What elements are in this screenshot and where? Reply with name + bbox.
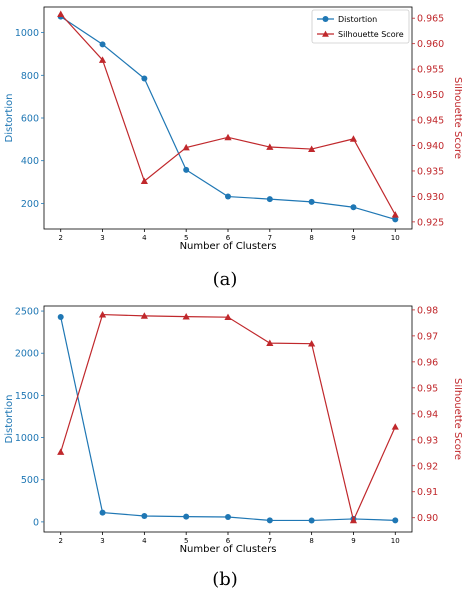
left-y-tick-label: 500	[21, 475, 39, 486]
silhouette-point	[391, 423, 399, 430]
silhouette-point	[308, 340, 316, 347]
silhouette-point	[57, 10, 65, 18]
distortion-point	[225, 513, 231, 520]
x-tick-label: 6	[226, 537, 231, 545]
right-y-tick-label: 0.965	[417, 14, 444, 25]
distortion-point	[99, 509, 106, 516]
x-tick-label: 5	[184, 537, 188, 545]
distortion-point	[308, 517, 315, 524]
right-y-tick-label: 0.955	[417, 65, 444, 76]
legend-label: Distortion	[338, 15, 377, 24]
silhouette-point	[224, 313, 232, 321]
distortion-point	[57, 313, 64, 320]
right-y-tick-label: 0.93	[417, 435, 438, 446]
x-tick-label: 3	[100, 234, 104, 242]
silhouette-point	[140, 312, 148, 319]
left-y-tick-label: 1000	[15, 28, 39, 39]
x-tick-label: 8	[309, 537, 313, 545]
x-tick-label: 3	[100, 537, 104, 545]
x-tick-label: 7	[268, 537, 272, 545]
right-y-tick-label: 0.91	[417, 487, 438, 498]
right-y-tick-label: 0.90	[417, 513, 438, 524]
x-tick-label: 2	[58, 234, 62, 242]
x-axis-label: Number of Clusters	[180, 544, 277, 555]
left-y-tick-label: 1500	[15, 391, 39, 402]
silhouette-point	[308, 145, 316, 152]
left-y-tick-label: 600	[21, 114, 39, 125]
distortion-point	[141, 75, 148, 82]
right-y-tick-label: 0.945	[417, 116, 444, 127]
left-y-tick-label: 0	[33, 517, 39, 528]
legend-triangle-marker	[322, 30, 329, 37]
right-y-tick-label: 0.92	[417, 461, 438, 472]
right-y-tick-label: 0.97	[417, 331, 438, 342]
right-y-axis-label: Silhouette Score	[452, 378, 462, 460]
distortion-point	[99, 41, 106, 48]
distortion-point	[392, 216, 399, 223]
silhouette-point	[391, 211, 399, 218]
right-y-tick-label: 0.925	[417, 217, 444, 228]
distortion-point	[225, 193, 231, 200]
silhouette-point	[98, 56, 107, 63]
silhouette-point	[98, 310, 107, 318]
silhouette-point	[182, 313, 190, 320]
x-tick-label: 9	[351, 537, 355, 545]
distortion-point	[266, 517, 273, 524]
panel-caption: (b)	[212, 569, 238, 590]
left-y-axis-label: Distortion	[4, 94, 15, 143]
x-tick-label: 5	[184, 234, 188, 242]
chart-panel-b: 2 3 4 5 6 7 8 9 10 0 500 1000 1500 2000 2500 0.90 0.91 0.…	[4, 305, 462, 590]
left-y-tick-label: 1000	[15, 433, 39, 444]
x-tick-label: 7	[268, 234, 272, 242]
distortion-point	[183, 513, 190, 520]
right-y-tick-label: 0.96	[417, 357, 438, 368]
x-axis-label: Number of Clusters	[180, 241, 277, 252]
legend-label: Silhouette Score	[338, 30, 404, 39]
right-y-tick-label: 0.940	[417, 141, 444, 152]
right-y-tick-label: 0.960	[417, 39, 444, 50]
panel-caption: (a)	[213, 269, 238, 290]
right-y-tick-label: 0.95	[417, 383, 438, 394]
right-y-tick-label: 0.98	[417, 305, 438, 316]
silhouette-point	[224, 133, 232, 141]
distortion-point	[350, 204, 357, 211]
x-tick-label: 9	[351, 234, 355, 242]
distortion-point	[266, 196, 273, 203]
silhouette-point	[57, 448, 65, 455]
x-tick-label: 10	[391, 537, 400, 545]
silhouette-point	[349, 516, 358, 524]
right-y-tick-label: 0.930	[417, 192, 444, 203]
distortion-point	[141, 512, 148, 519]
legend-circle-marker	[322, 16, 329, 22]
silhouette-point	[140, 177, 148, 185]
silhouette-point	[266, 143, 274, 150]
silhouette-point	[266, 339, 274, 347]
left-y-tick-label: 2500	[15, 307, 39, 318]
silhouette-point	[182, 143, 190, 151]
right-y-axis-label: Silhouette Score	[452, 77, 462, 159]
distortion-point	[183, 166, 190, 173]
x-tick-label: 8	[309, 234, 313, 242]
left-y-tick-label: 400	[21, 156, 39, 167]
chart-panel-a: 2 3 4 5 6 7 8 9 10 200 400 600 800 1000 0.925 0.930 0.93…	[4, 6, 462, 290]
x-tick-label: 2	[58, 537, 62, 545]
left-y-tick-label: 200	[21, 199, 39, 210]
silhouette-point	[349, 135, 358, 142]
x-tick-label: 6	[226, 234, 231, 242]
left-y-axis-label: Distortion	[4, 395, 15, 444]
right-y-tick-label: 0.94	[417, 409, 438, 420]
legend-box	[311, 9, 410, 44]
distortion-point	[392, 517, 399, 524]
x-tick-label: 4	[142, 234, 147, 242]
x-tick-label: 10	[391, 234, 400, 242]
left-y-tick-label: 2000	[15, 349, 39, 360]
right-y-tick-label: 0.935	[417, 166, 444, 177]
distortion-point	[308, 198, 315, 205]
left-y-tick-label: 800	[21, 71, 39, 82]
right-y-tick-label: 0.950	[417, 90, 444, 101]
x-tick-label: 4	[142, 537, 147, 545]
